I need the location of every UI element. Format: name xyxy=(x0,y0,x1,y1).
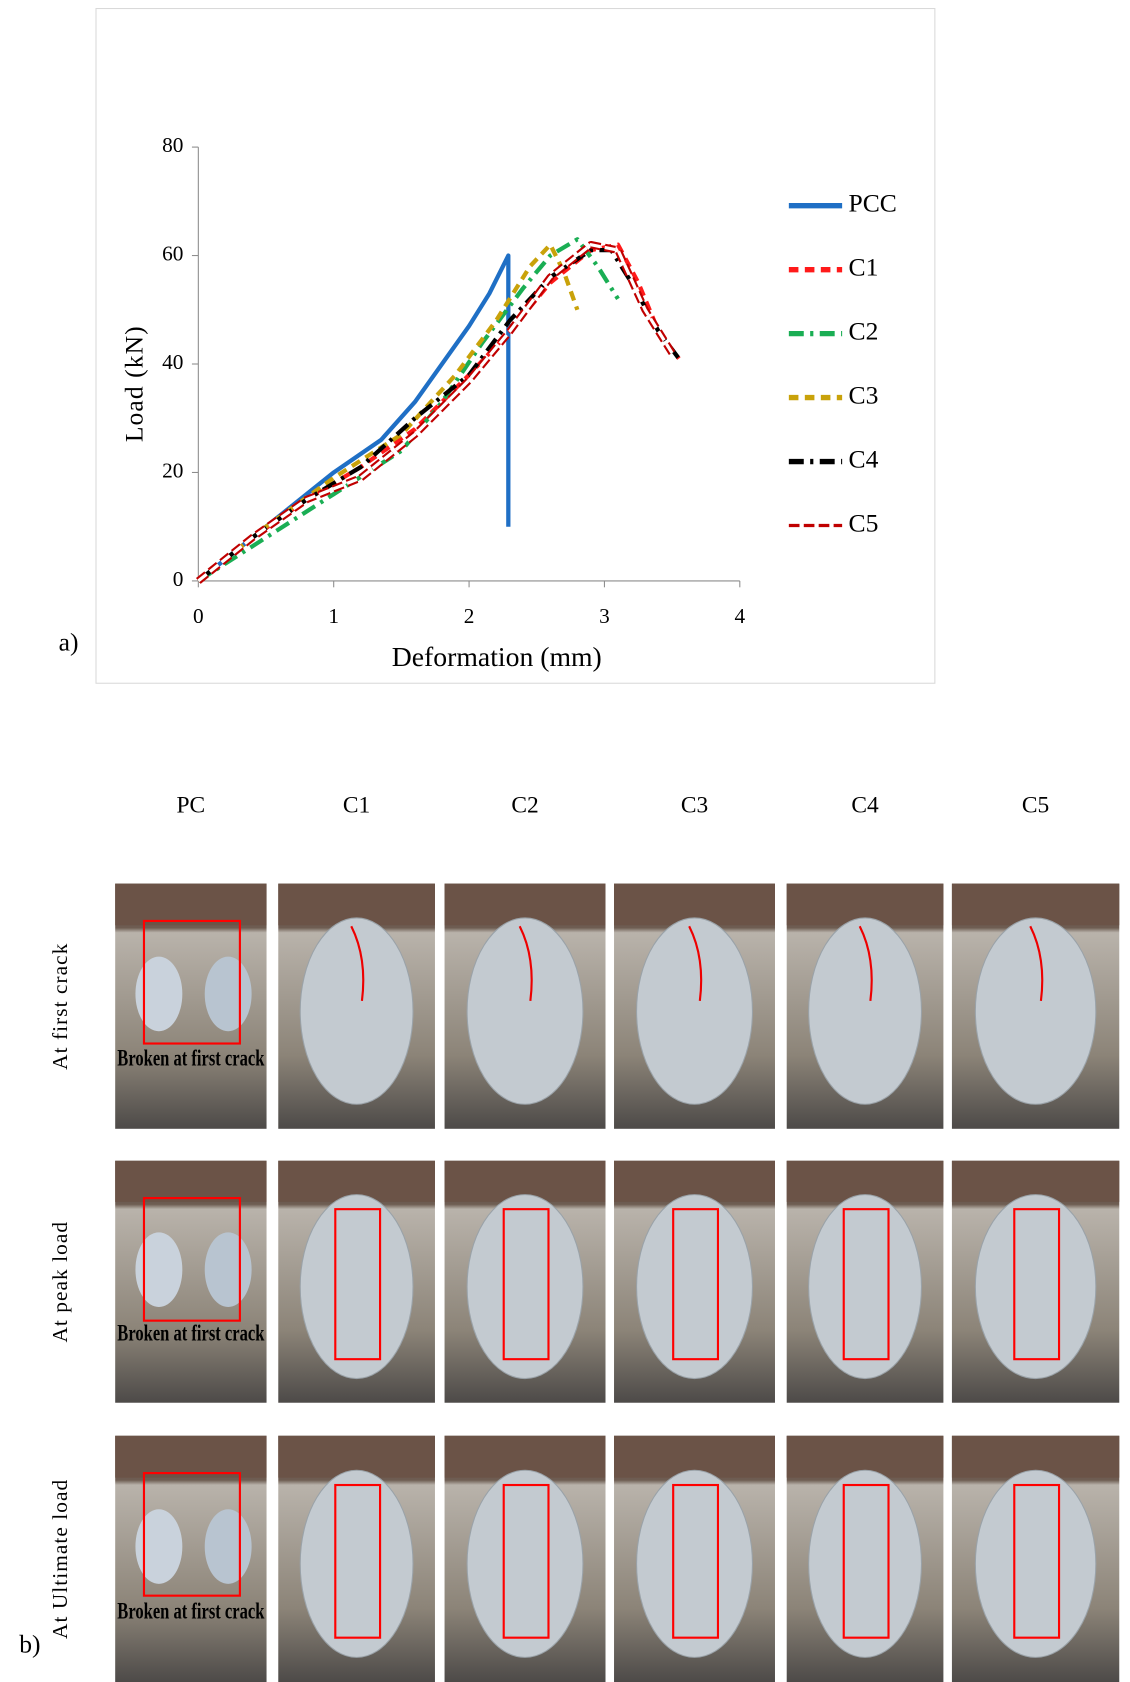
column-header: C1 xyxy=(343,792,370,818)
highlight-box xyxy=(502,1483,550,1639)
column-header: C4 xyxy=(851,792,879,818)
legend-label: C1 xyxy=(849,253,879,282)
legend-label: PCC xyxy=(849,189,897,218)
row-label: At Ultimate load xyxy=(48,1479,72,1639)
x-tick-label: 3 xyxy=(599,604,610,628)
y-tick-label: 20 xyxy=(162,458,183,482)
press-plate xyxy=(115,883,267,926)
specimen xyxy=(636,917,753,1105)
broken-fragment xyxy=(204,1232,252,1307)
highlight-box xyxy=(502,1208,550,1361)
specimen xyxy=(808,1194,922,1380)
y-tick-label: 80 xyxy=(162,133,183,157)
specimen xyxy=(466,1194,584,1380)
legend-label: C4 xyxy=(849,444,879,473)
series-line-inner xyxy=(197,242,674,583)
specimen xyxy=(466,1469,584,1658)
column-header: PC xyxy=(177,792,206,818)
annotation: Broken at first crack xyxy=(117,1046,264,1072)
column-header: C3 xyxy=(681,792,708,818)
specimen xyxy=(974,1194,1097,1380)
row-label: At first crack xyxy=(48,943,72,1070)
column-header: C5 xyxy=(1022,792,1049,818)
x-tick-label: 1 xyxy=(328,604,339,628)
highlight-box xyxy=(842,1208,890,1361)
crack-mark xyxy=(1029,925,1044,1002)
highlight-box xyxy=(672,1483,720,1639)
press-plate xyxy=(115,1160,267,1202)
specimen xyxy=(299,1194,414,1380)
press-plate xyxy=(115,1435,267,1478)
highlight-box xyxy=(334,1483,382,1639)
y-axis-label: Load (kN) xyxy=(119,325,148,442)
specimen xyxy=(299,917,414,1105)
specimen xyxy=(466,917,584,1105)
highlight-box xyxy=(142,1472,241,1597)
broken-fragment xyxy=(204,1509,252,1584)
column-header: C2 xyxy=(511,792,538,818)
broken-fragment xyxy=(135,956,183,1032)
highlight-box xyxy=(842,1483,890,1639)
specimen xyxy=(808,917,922,1105)
legend-label: C5 xyxy=(849,508,879,537)
specimen xyxy=(974,1469,1097,1658)
y-tick-label: 60 xyxy=(162,241,183,265)
row-label: At peak load xyxy=(48,1221,72,1343)
crack-mark xyxy=(518,925,533,1002)
broken-fragment xyxy=(204,956,252,1032)
annotation: Broken at first crack xyxy=(117,1598,264,1624)
crack-mark xyxy=(350,925,365,1002)
broken-fragment xyxy=(135,1509,183,1584)
x-tick-label: 4 xyxy=(734,604,745,628)
panel-label: a) xyxy=(59,628,79,657)
annotation: Broken at first crack xyxy=(117,1320,264,1346)
x-tick-label: 2 xyxy=(464,604,475,628)
highlight-box xyxy=(1013,1483,1061,1639)
highlight-box xyxy=(1013,1208,1061,1361)
highlight-box xyxy=(142,1197,241,1322)
highlight-box xyxy=(142,919,241,1045)
highlight-box xyxy=(672,1208,720,1361)
x-axis-label: Deformation (mm) xyxy=(392,641,602,672)
x-tick-label: 0 xyxy=(193,604,204,628)
legend-label: C2 xyxy=(849,317,879,346)
broken-fragment xyxy=(135,1232,183,1307)
specimen xyxy=(299,1469,414,1658)
legend-label: C3 xyxy=(849,380,879,409)
y-tick-label: 0 xyxy=(173,567,184,591)
y-tick-label: 40 xyxy=(162,350,183,374)
chart-frame xyxy=(95,7,936,684)
highlight-box xyxy=(334,1208,382,1361)
specimen xyxy=(808,1469,922,1658)
crack-mark xyxy=(858,925,873,1002)
crack-mark xyxy=(688,925,703,1002)
series-line xyxy=(196,253,511,583)
specimen xyxy=(974,917,1097,1105)
specimen xyxy=(636,1194,753,1380)
specimen xyxy=(636,1469,753,1658)
panel-label: b) xyxy=(19,1630,40,1659)
